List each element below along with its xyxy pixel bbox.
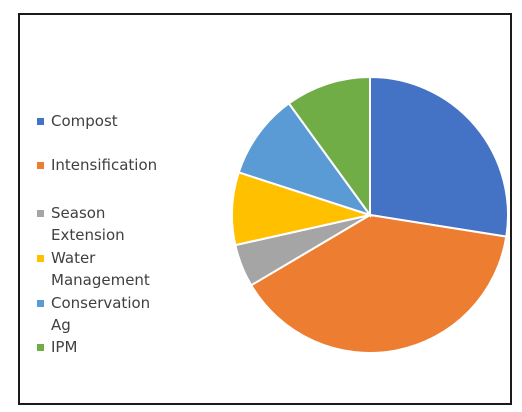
legend-label-conservation-ag: Conservation Ag <box>51 294 151 334</box>
legend-item-conservation-ag: Conservation Ag <box>37 292 165 336</box>
legend-label-ipm: IPM <box>51 338 78 356</box>
legend-swatch-conservation-ag <box>37 300 44 307</box>
legend-item-ipm: IPM <box>37 336 187 358</box>
legend-label-compost: Compost <box>51 112 118 130</box>
pie-slice-ipm <box>287 75 371 219</box>
legend-swatch-season-extension <box>37 210 44 217</box>
pie-chart <box>231 75 509 354</box>
legend-swatch-intensification <box>37 162 44 169</box>
legend-item-water-management: Water Management <box>37 247 167 291</box>
legend-swatch-compost <box>37 118 44 125</box>
legend-label-intensification: Intensification <box>51 156 158 174</box>
chart-area: Compost Intensification Season Extension… <box>18 13 512 405</box>
legend-label-water-management: Water Management <box>51 249 150 289</box>
legend-swatch-ipm <box>37 344 44 351</box>
pie-slice-conservation-ag <box>237 101 373 217</box>
pie-slice-intensification <box>249 213 508 354</box>
legend-item-compost: Compost <box>37 110 187 132</box>
legend-item-intensification: Intensification <box>37 154 187 176</box>
legend-swatch-water-management <box>37 255 44 262</box>
pie-slice-compost <box>369 75 509 238</box>
legend-item-season-extension: Season Extension <box>37 202 142 246</box>
legend-label-season-extension: Season Extension <box>51 204 125 244</box>
